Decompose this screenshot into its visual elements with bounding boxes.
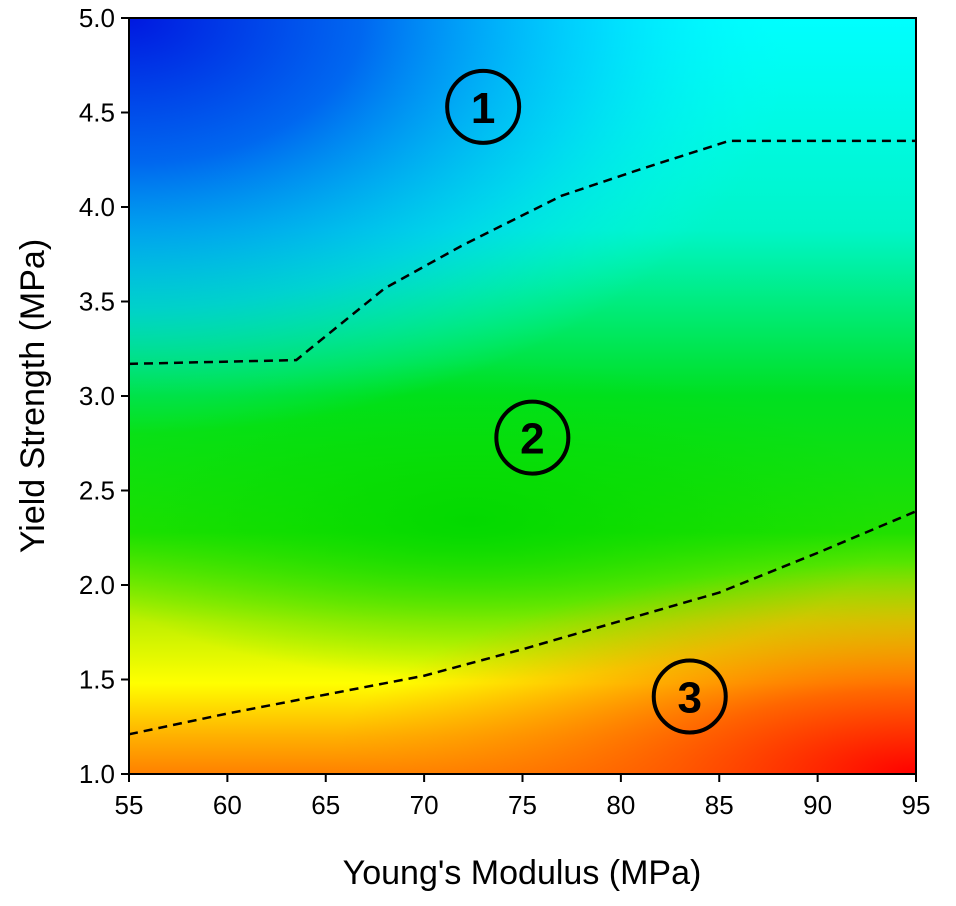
x-tick-label: 80 xyxy=(606,790,635,820)
y-tick-label: 4.5 xyxy=(79,98,115,128)
x-axis: 55 60 65 70 75 80 85 90 95 xyxy=(115,774,931,820)
y-tick-label: 5.0 xyxy=(79,3,115,33)
region-circle xyxy=(651,658,728,735)
y-tick-label: 2.5 xyxy=(79,476,115,506)
region-circle xyxy=(445,68,522,145)
colormap-red-corner xyxy=(129,18,916,774)
upper-boundary xyxy=(129,139,916,366)
region-1-marker: 1 xyxy=(445,68,522,145)
x-tick-label: 55 xyxy=(115,790,144,820)
region-labels: 1 2 3 xyxy=(445,68,728,735)
x-tick-label: 60 xyxy=(213,790,242,820)
region-number: 3 xyxy=(677,674,701,723)
x-tick-label: 85 xyxy=(705,790,734,820)
y-tick-label: 3.5 xyxy=(79,287,115,317)
plot-area xyxy=(129,18,916,774)
region-number: 2 xyxy=(520,415,544,464)
x-axis-label: Young's Modulus (MPa) xyxy=(343,854,702,892)
region-3-marker: 3 xyxy=(651,658,728,735)
region-2-marker: 2 xyxy=(494,399,571,476)
y-axis: 1.0 1.5 2.0 2.5 3.0 3.5 4.0 4.5 5.0 xyxy=(79,3,129,789)
x-tick-label: 75 xyxy=(508,790,537,820)
y-tick-label: 2.0 xyxy=(79,570,115,600)
y-tick-label: 1.0 xyxy=(79,759,115,789)
x-tick-label: 70 xyxy=(410,790,439,820)
x-tick-label: 95 xyxy=(902,790,931,820)
y-tick-label: 1.5 xyxy=(79,665,115,695)
x-tick-label: 90 xyxy=(803,790,832,820)
y-tick-label: 4.0 xyxy=(79,192,115,222)
y-axis-label: Yield Strength (MPa) xyxy=(14,239,52,553)
boundary-lines xyxy=(129,139,916,736)
lower-boundary xyxy=(129,510,916,736)
region-number: 1 xyxy=(471,84,495,133)
y-tick-label: 3.0 xyxy=(79,381,115,411)
region-circle xyxy=(494,399,571,476)
x-tick-label: 65 xyxy=(311,790,340,820)
